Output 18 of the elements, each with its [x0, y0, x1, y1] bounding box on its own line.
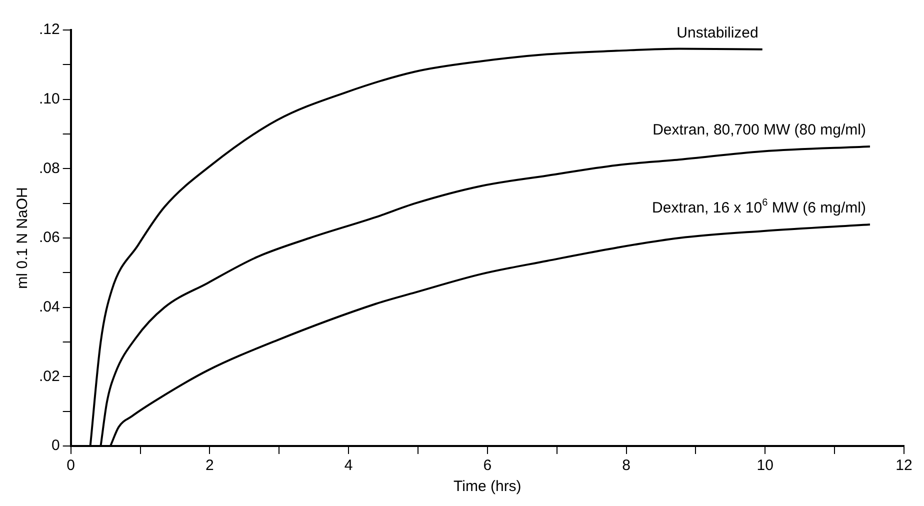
x-axis-title: Time (hrs) — [454, 478, 522, 496]
y-tick-label: .10 — [38, 90, 60, 108]
y-tick-label: 0 — [52, 437, 60, 454]
x-tick-label: 12 — [896, 457, 912, 474]
x-tick-label: 2 — [206, 457, 214, 474]
y-tick-label: .04 — [38, 298, 60, 316]
y-tick-label: .02 — [38, 368, 60, 385]
x-tick-label: 6 — [483, 457, 492, 474]
y-axis-title: ml 0.1 N NaOH — [14, 187, 32, 289]
y-tick-label: .06 — [38, 229, 60, 246]
x-tick-label: 0 — [66, 457, 76, 474]
series-label: Dextran, 80,700 MW (80 mg/ml) — [652, 121, 866, 138]
series-label: Unstabilized — [676, 24, 758, 42]
x-tick-label: 8 — [622, 457, 630, 474]
y-tick-label: .08 — [38, 160, 60, 177]
y-tick-label: .12 — [38, 21, 60, 38]
x-tick-label: 4 — [344, 457, 353, 474]
x-tick-label: 10 — [756, 457, 774, 474]
